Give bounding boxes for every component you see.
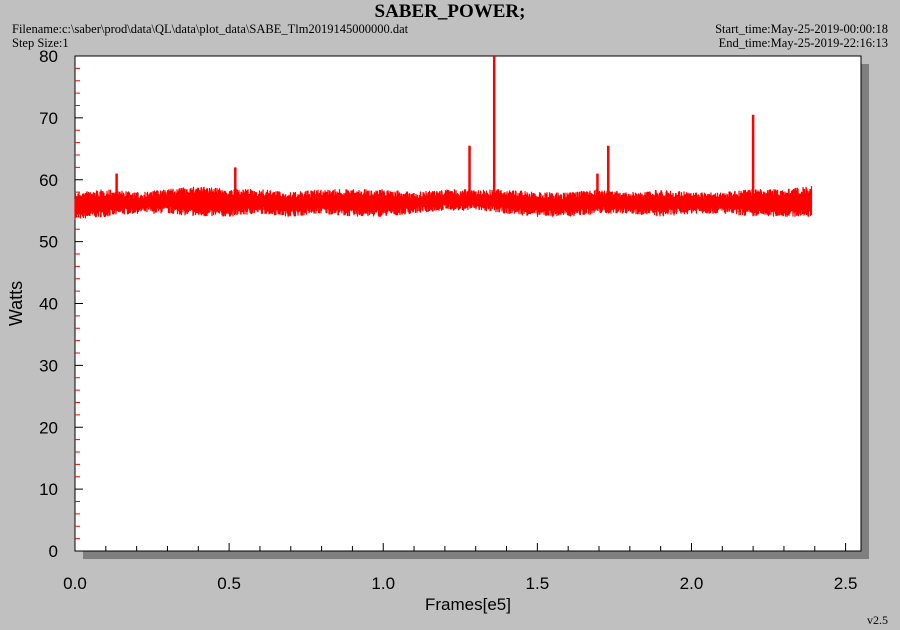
end-time-label: End_time:May-25-2019-22:16:13 [718,36,888,50]
series-layer [74,56,813,220]
x-tick-label: 0.0 [63,574,87,593]
filename-label: Filename:c:\saber\prod\data\QL\data\plot… [12,22,409,36]
plot-area [74,55,862,552]
axis-labels: 0 10 20 30 40 50 60 70 80 0.0 0.5 1.0 1.5 2.0 2.5 [39,47,857,593]
version-label: v2.5 [867,613,888,627]
time-info: Start_time:May-25-2019-00:00:18 End_time… [715,22,888,50]
y-tick-label: 40 [39,295,58,314]
x-tick-label: 1.0 [371,574,395,593]
x-axis-label: Frames[e5] [425,595,511,614]
chart-title: SABER_POWER; [374,1,526,22]
x-tick-label: 2.5 [834,574,858,593]
file-info: Filename:c:\saber\prod\data\QL\data\plot… [12,22,408,50]
y-tick-label: 0 [49,542,58,561]
series-line [74,186,813,220]
y-tick-label: 30 [39,356,58,375]
y-tick-label: 70 [39,109,58,128]
step-size-label: Step Size:1 [12,36,69,50]
y-tick-label: 20 [39,418,58,437]
x-tick-label: 2.0 [680,574,704,593]
y-tick-label: 80 [39,47,58,66]
y-tick-label: 10 [39,480,58,499]
y-tick-label: 50 [39,233,58,252]
start-time-label: Start_time:May-25-2019-00:00:18 [715,22,888,36]
x-tick-label: 1.5 [526,574,550,593]
axis-ticks [74,55,847,552]
y-axis-label: Watts [6,281,26,326]
x-tick-label: 0.5 [217,574,241,593]
y-tick-label: 60 [39,171,58,190]
